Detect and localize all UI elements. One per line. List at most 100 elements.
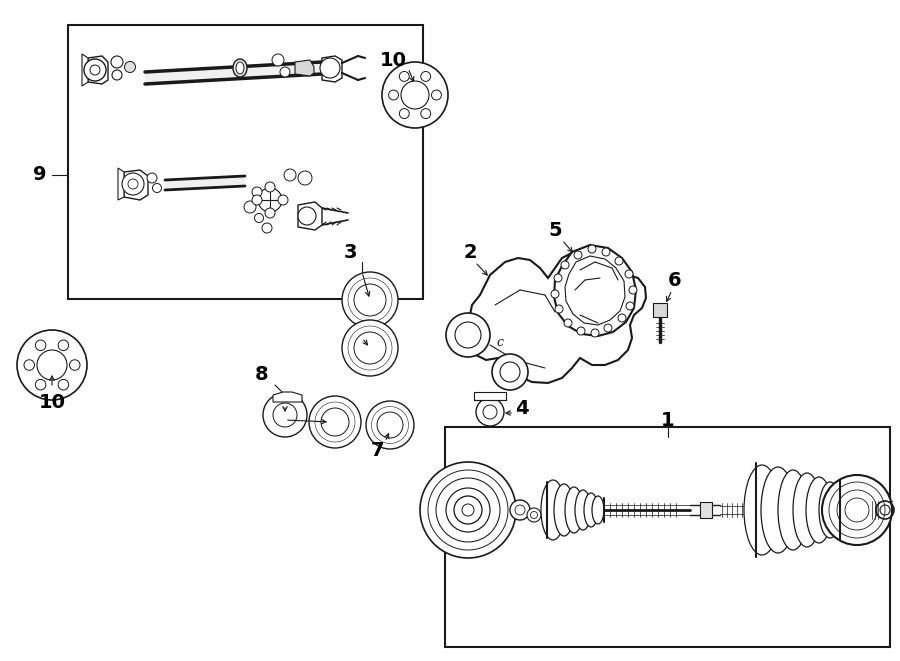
Ellipse shape [793,473,821,547]
Circle shape [615,257,623,265]
Circle shape [354,332,386,364]
Circle shape [837,490,877,530]
Circle shape [625,270,633,278]
Circle shape [476,398,504,426]
Ellipse shape [575,490,591,530]
Ellipse shape [554,484,574,536]
Circle shape [252,187,262,197]
Polygon shape [82,54,88,86]
Circle shape [446,488,490,532]
Circle shape [574,251,582,259]
Circle shape [24,360,34,370]
Circle shape [455,322,481,348]
Circle shape [555,305,563,313]
Circle shape [263,393,307,437]
Circle shape [298,207,316,225]
Circle shape [822,475,892,545]
Circle shape [588,245,596,253]
Circle shape [124,61,136,73]
Circle shape [421,71,431,81]
Circle shape [272,54,284,66]
Circle shape [551,290,559,298]
Circle shape [510,500,530,520]
Polygon shape [467,252,646,383]
Circle shape [252,195,262,205]
Circle shape [462,504,474,516]
Circle shape [428,470,508,550]
Circle shape [577,327,585,335]
Circle shape [377,412,403,438]
Ellipse shape [236,62,244,74]
Circle shape [342,320,398,376]
Circle shape [112,70,122,80]
Polygon shape [554,245,636,336]
Polygon shape [124,170,148,200]
Circle shape [382,62,448,128]
Ellipse shape [541,480,565,540]
Ellipse shape [819,482,841,538]
Circle shape [69,360,80,370]
Circle shape [265,182,275,192]
Circle shape [400,71,410,81]
Circle shape [17,330,87,400]
Circle shape [58,340,68,350]
Circle shape [626,302,634,310]
Circle shape [629,286,637,294]
Text: 10: 10 [39,393,66,412]
Ellipse shape [761,467,795,553]
Bar [445,427,890,647]
Circle shape [244,201,256,213]
Polygon shape [165,176,245,190]
Text: 5: 5 [548,221,562,239]
Circle shape [280,67,290,77]
Circle shape [152,184,161,192]
Text: 2: 2 [464,243,477,262]
Ellipse shape [806,477,832,543]
Ellipse shape [778,470,808,550]
Circle shape [255,214,264,223]
Circle shape [561,261,569,269]
Circle shape [400,108,410,118]
Circle shape [492,354,528,390]
Circle shape [258,188,282,212]
Circle shape [265,208,275,218]
Circle shape [354,284,386,316]
Polygon shape [295,60,314,76]
Circle shape [278,195,288,205]
Circle shape [564,319,572,327]
Circle shape [90,65,100,75]
Circle shape [483,405,497,419]
Text: 7: 7 [371,440,385,459]
Polygon shape [145,62,322,84]
Polygon shape [118,168,124,200]
Circle shape [421,108,431,118]
Circle shape [602,248,610,256]
Circle shape [284,169,296,181]
Text: 10: 10 [380,50,407,69]
Polygon shape [653,303,667,317]
Circle shape [84,59,106,81]
Text: 6: 6 [668,270,682,290]
Circle shape [500,362,520,382]
Circle shape [829,482,885,538]
Bar [700,502,712,518]
Circle shape [431,90,441,100]
Circle shape [366,401,414,449]
Circle shape [436,478,500,542]
Circle shape [58,379,68,390]
Ellipse shape [592,496,604,524]
Circle shape [342,272,398,328]
Circle shape [262,223,272,233]
Circle shape [35,340,46,350]
Ellipse shape [584,493,598,527]
Circle shape [591,329,599,337]
Circle shape [618,314,626,322]
Circle shape [401,81,429,109]
Bar [68,25,423,299]
Text: 8: 8 [256,366,269,385]
Circle shape [37,350,67,380]
Polygon shape [322,56,342,82]
Circle shape [321,408,349,436]
Circle shape [554,274,562,282]
Circle shape [454,496,482,524]
